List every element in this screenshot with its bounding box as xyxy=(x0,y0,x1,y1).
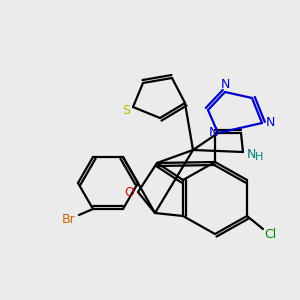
Text: N: N xyxy=(208,127,218,140)
Text: Br: Br xyxy=(62,214,76,226)
Text: N: N xyxy=(265,116,275,130)
Text: Cl: Cl xyxy=(264,229,276,242)
Text: H: H xyxy=(255,152,263,162)
Text: N: N xyxy=(220,79,230,92)
Text: O: O xyxy=(124,185,134,199)
Text: S: S xyxy=(122,103,130,116)
Text: N: N xyxy=(246,148,256,161)
